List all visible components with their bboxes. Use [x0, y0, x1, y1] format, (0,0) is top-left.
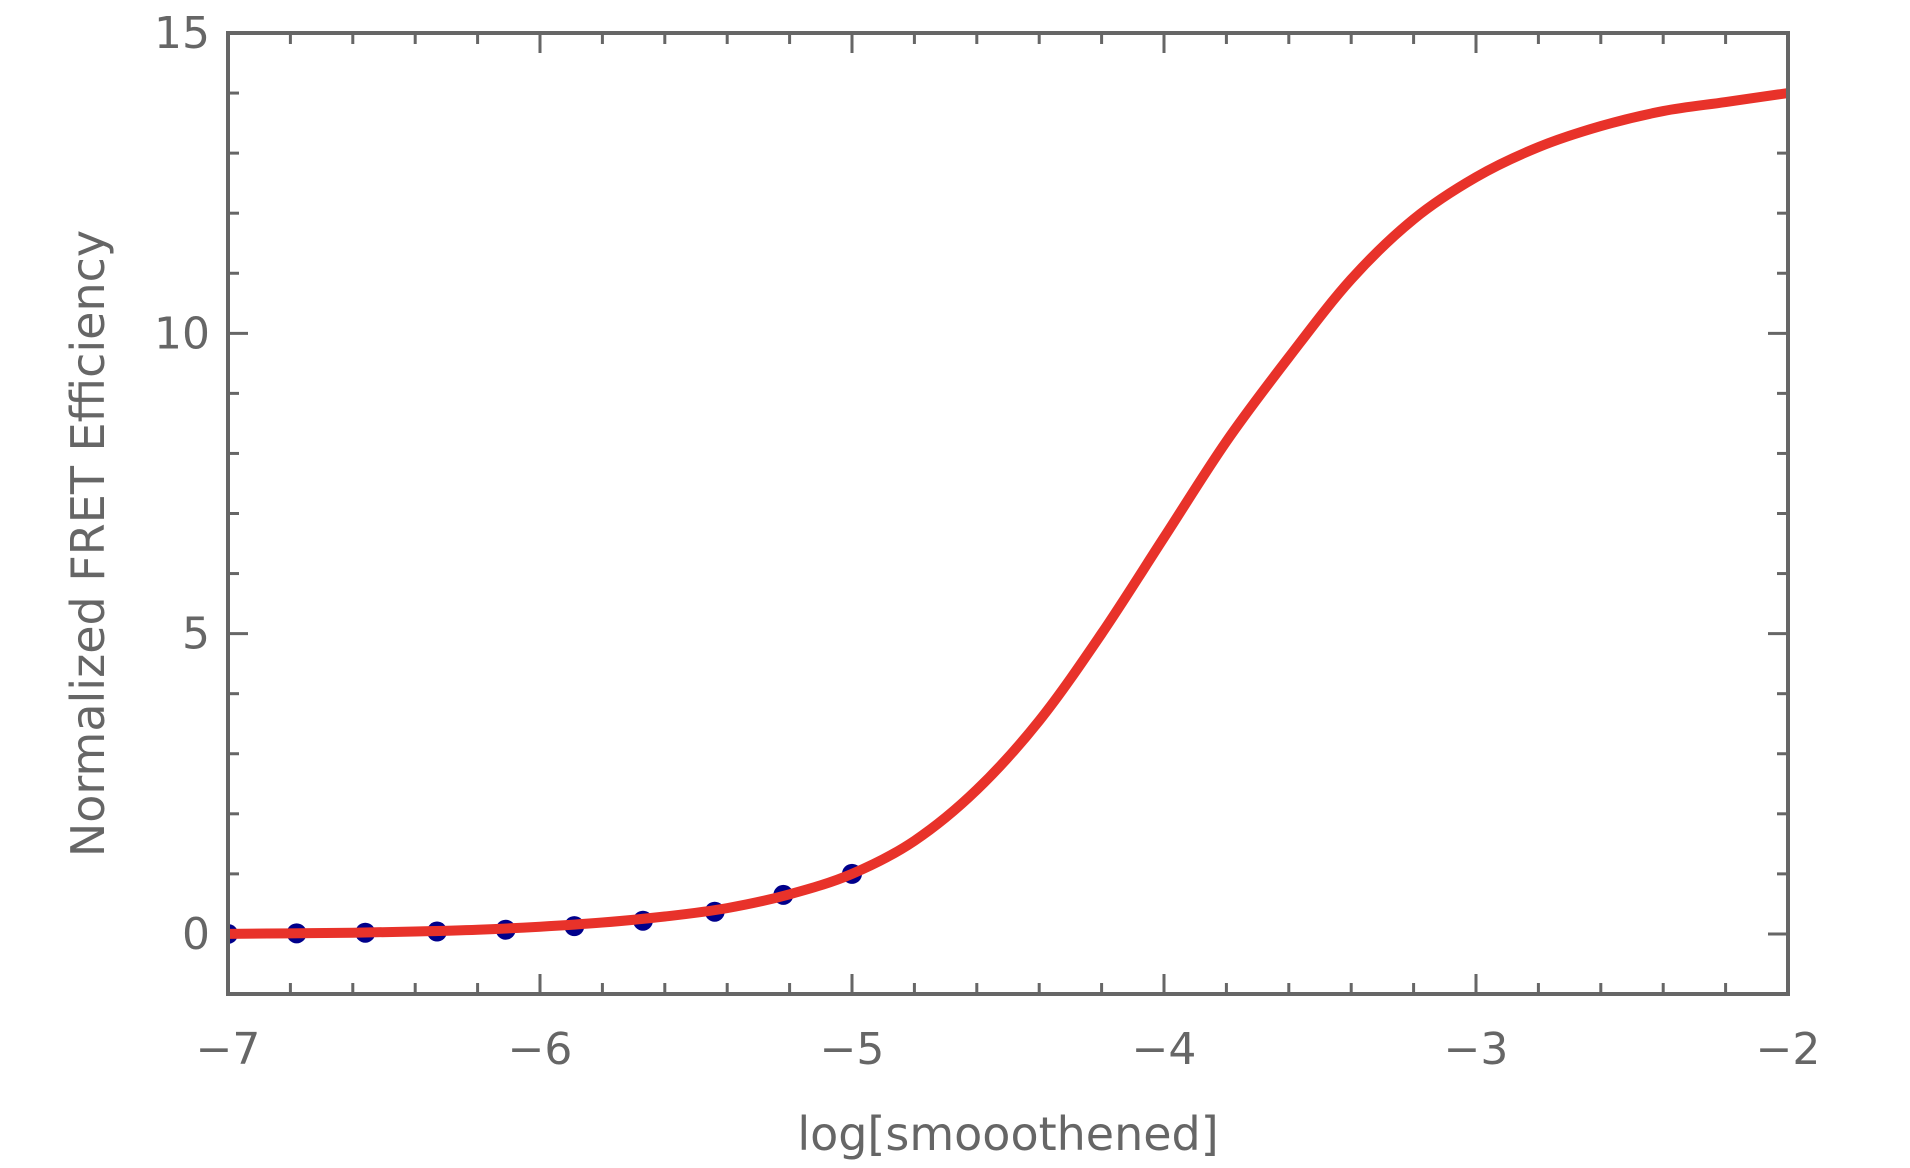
x-axis-label: log[smooothened] — [797, 1107, 1218, 1161]
plot-frame — [226, 31, 1790, 996]
fit-curve — [228, 88, 1788, 939]
y-tick-label: 15 — [154, 8, 210, 59]
x-tick-label: −5 — [820, 1024, 885, 1075]
x-tick-label: −3 — [1444, 1024, 1509, 1075]
x-axis-ticks — [226, 33, 1790, 994]
y-tick-label: 0 — [182, 909, 210, 960]
x-axis-tick-labels: −7 −6 −5 −4 −3 −2 — [196, 1024, 1821, 1075]
plot-marks — [228, 88, 1788, 944]
y-axis-ticks — [228, 31, 1788, 996]
x-tick-label: −7 — [196, 1024, 261, 1075]
x-tick-label: −4 — [1132, 1024, 1197, 1075]
y-tick-label: 10 — [154, 308, 210, 359]
y-axis-tick-labels: 0 5 10 15 — [154, 8, 210, 960]
x-tick-label: −2 — [1756, 1024, 1821, 1075]
x-tick-label: −6 — [508, 1024, 573, 1075]
y-axis-label: Normalized FRET Efficiency — [61, 230, 115, 857]
y-tick-label: 5 — [182, 609, 210, 660]
